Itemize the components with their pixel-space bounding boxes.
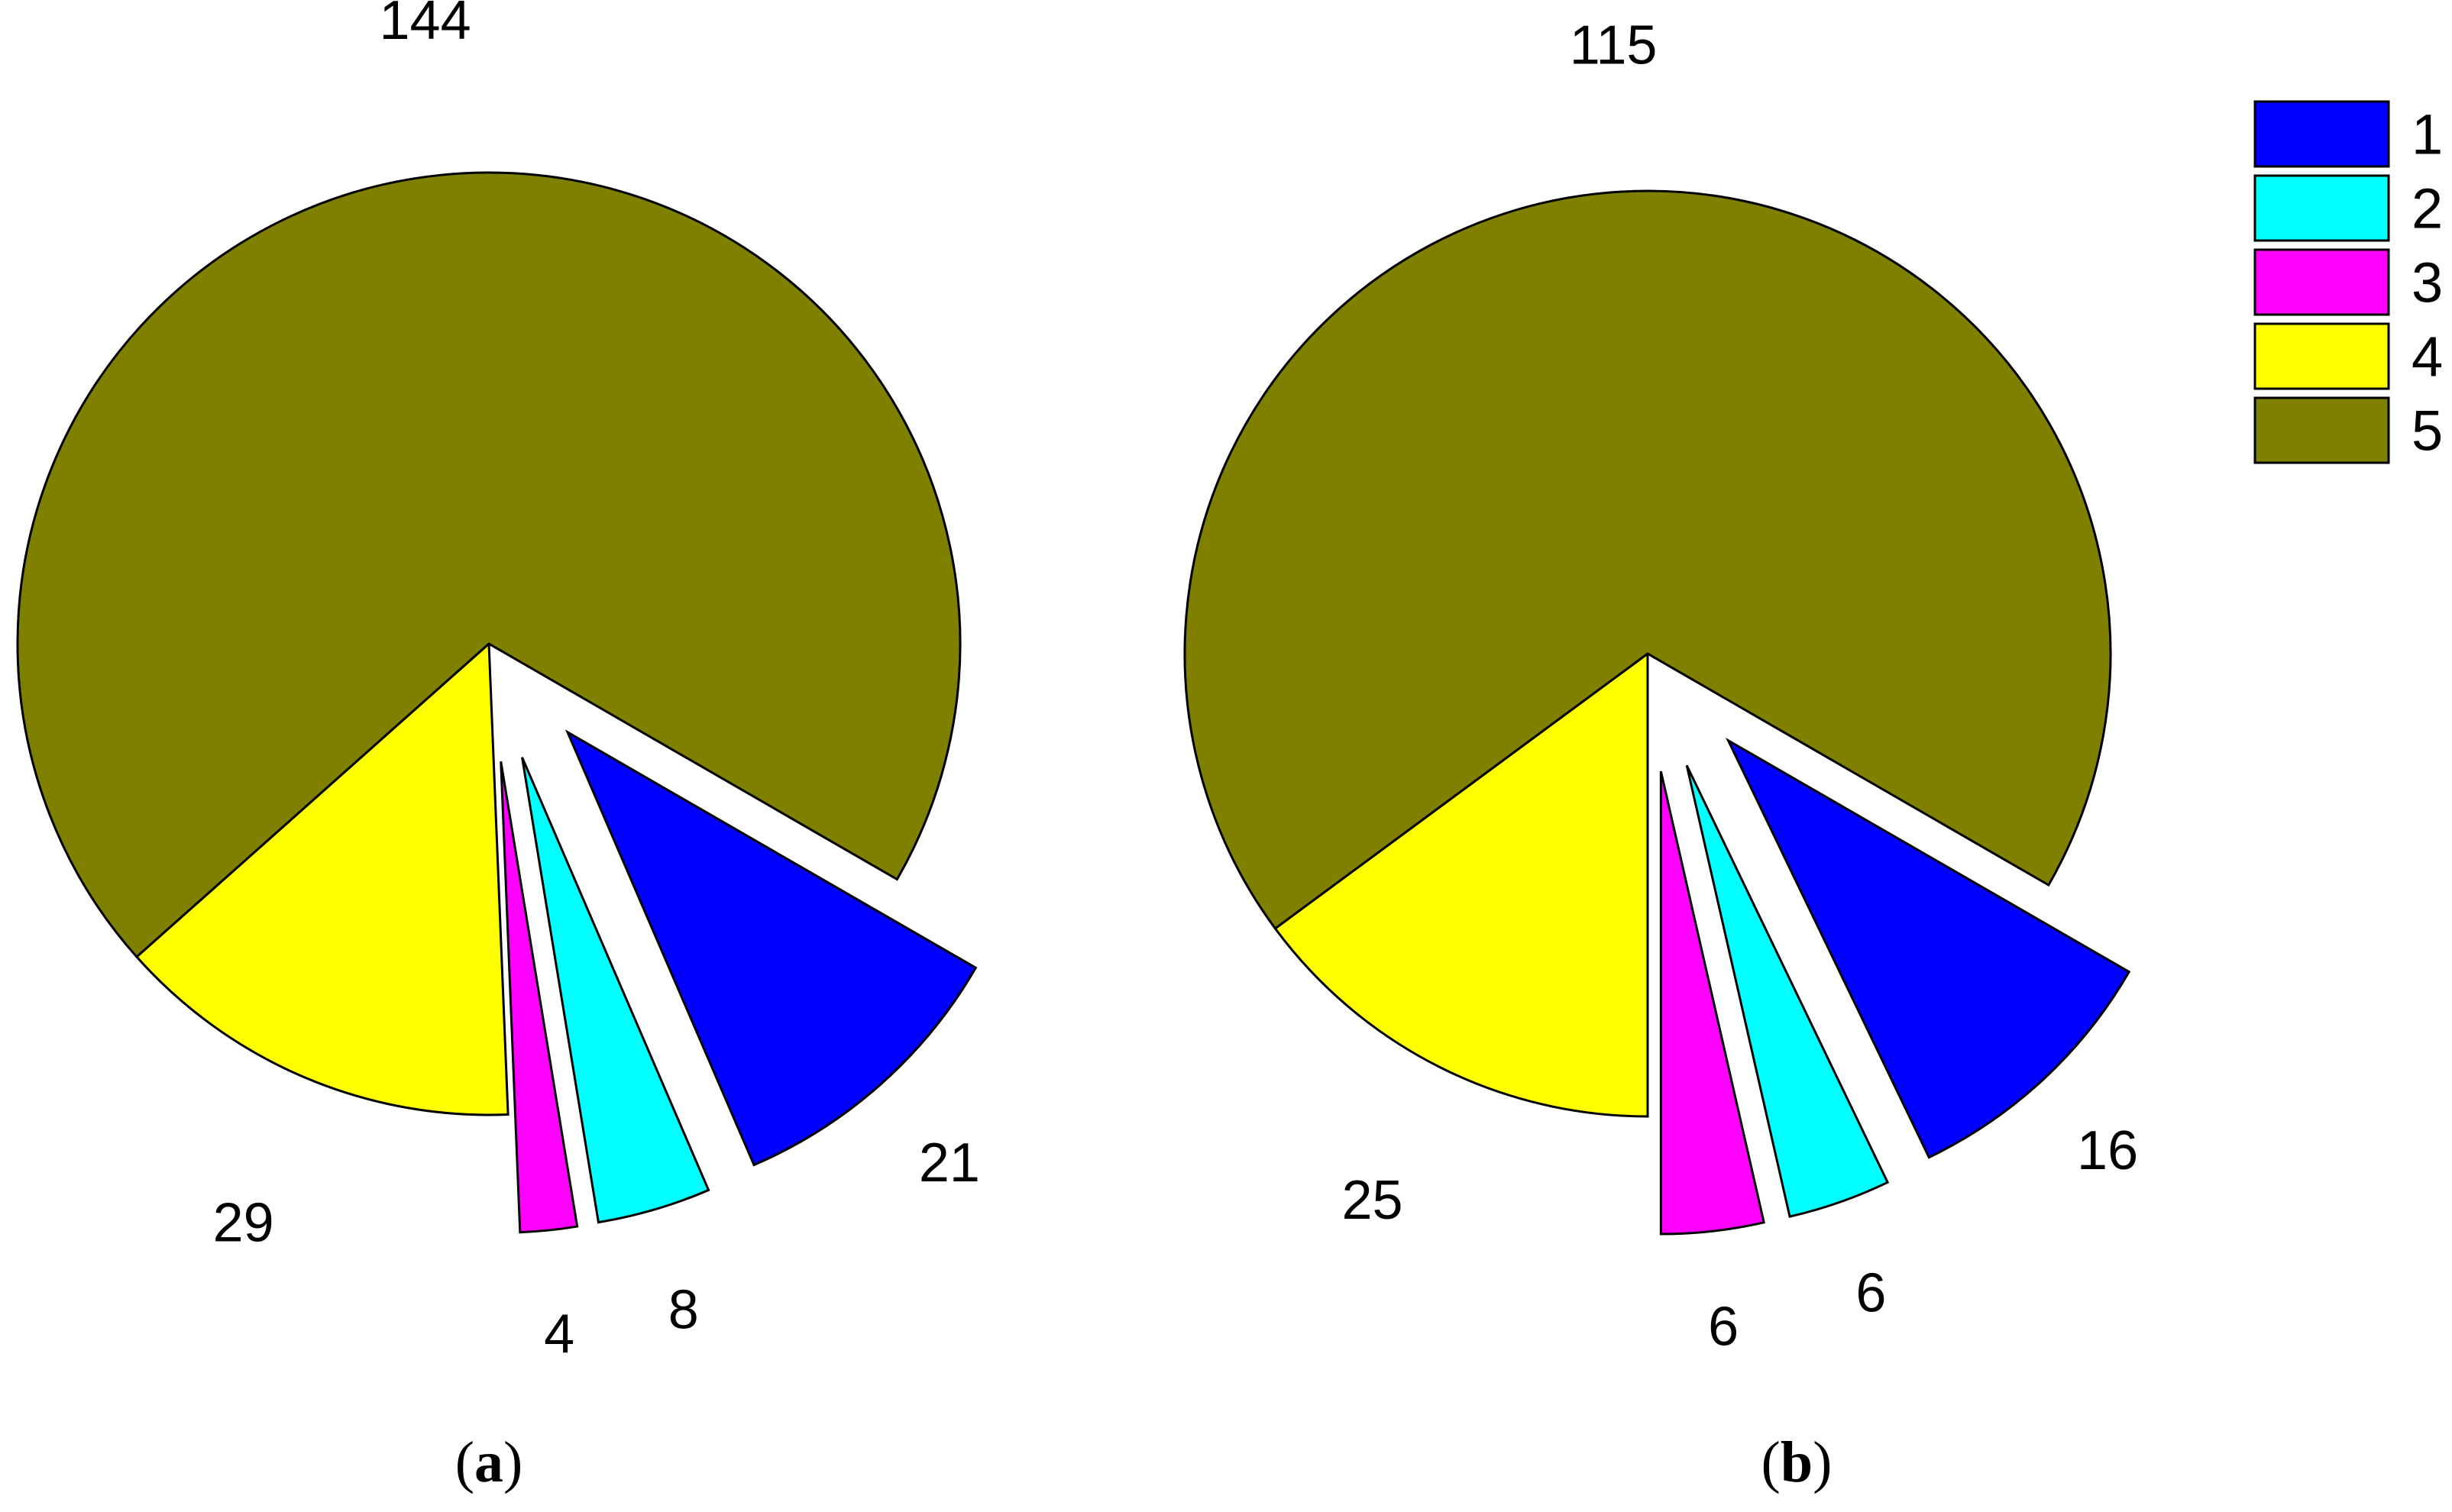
pie-slice-1 bbox=[564, 729, 978, 1167]
pie-slice-3 bbox=[500, 761, 579, 1234]
legend-label-3: 3 bbox=[2412, 251, 2443, 315]
slice-value-label-5: 144 bbox=[380, 0, 471, 51]
pie-chart-b: 16 6 6 25 115 bbox=[1183, 15, 2138, 1358]
slice-value-label-3: 6 bbox=[1708, 1297, 1739, 1358]
legend-label-2: 2 bbox=[2412, 177, 2443, 241]
legend-swatch-2 bbox=[2253, 174, 2390, 242]
panel-caption-b: (b) bbox=[1761, 1430, 1833, 1494]
legend-swatch-3 bbox=[2253, 248, 2390, 316]
pie-slice-5 bbox=[1183, 189, 2112, 930]
legend-swatch-4 bbox=[2253, 322, 2390, 390]
slice-value-label-1: 16 bbox=[2077, 1120, 2138, 1181]
legend-label-4: 4 bbox=[2412, 325, 2443, 389]
legend-label-5: 5 bbox=[2412, 399, 2443, 463]
pie-chart-a: 21 8 4 29 144 bbox=[16, 0, 980, 1365]
legend: 1 2 3 4 5 bbox=[2253, 100, 2443, 464]
pie-slice-4 bbox=[1273, 651, 1649, 1118]
slice-value-label-2: 8 bbox=[668, 1280, 699, 1341]
pie-slice-4 bbox=[134, 641, 509, 1116]
legend-swatch-1 bbox=[2253, 100, 2390, 168]
slice-value-label-4: 25 bbox=[1341, 1170, 1402, 1231]
pie-slice-1 bbox=[1725, 737, 2131, 1159]
slice-value-label-1: 21 bbox=[919, 1132, 980, 1194]
panel-caption-a: (a) bbox=[455, 1430, 523, 1494]
pie-slice-3 bbox=[1659, 771, 1765, 1236]
pie-slice-2 bbox=[521, 757, 710, 1224]
slice-value-label-4: 29 bbox=[213, 1193, 274, 1254]
legend-swatch-5 bbox=[2253, 396, 2390, 464]
pie-slice-2 bbox=[1685, 764, 1890, 1218]
slice-value-label-3: 4 bbox=[544, 1304, 574, 1365]
legend-label-1: 1 bbox=[2412, 103, 2443, 166]
slice-value-label-5: 115 bbox=[1570, 15, 1658, 76]
slice-value-label-2: 6 bbox=[1855, 1263, 1886, 1324]
pie-slice-5 bbox=[16, 171, 962, 959]
